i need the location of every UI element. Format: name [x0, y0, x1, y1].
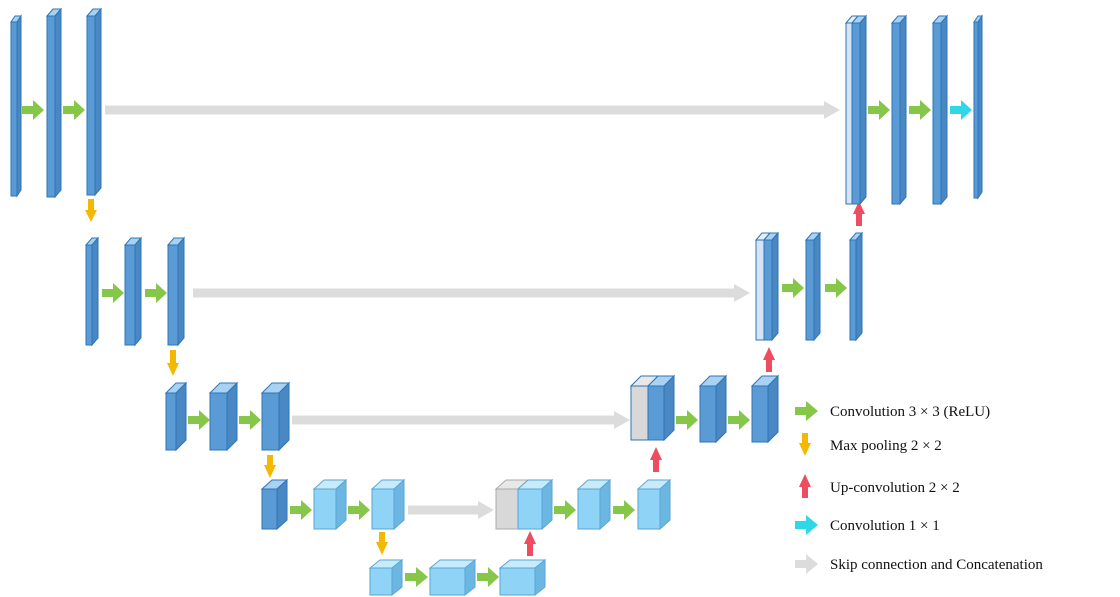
conv3-arrow [348, 500, 370, 520]
conv3-arrow [676, 410, 698, 430]
feature-map-block [368, 558, 404, 597]
output-block [973, 14, 983, 200]
feature-map-block [45, 7, 63, 199]
skip-arrow-level-2 [193, 284, 750, 302]
feature-map-block [636, 478, 672, 531]
skip-arrow-level-3 [292, 411, 630, 429]
feature-map-block [750, 374, 780, 444]
legend: Convolution 3 × 3 (ReLU) Max pooling 2 ×… [795, 401, 1043, 574]
conv1-arrow [950, 100, 972, 120]
conv3-arrow [554, 500, 576, 520]
conv3-legend-icon [795, 401, 818, 421]
upconv-arrow [763, 347, 775, 372]
feature-map-block [890, 14, 908, 206]
maxpool-arrow [167, 350, 179, 376]
legend-item-upconv: Up-convolution 2 × 2 [799, 474, 960, 498]
conv3-arrow [868, 100, 890, 120]
feature-map-block [312, 478, 348, 531]
feature-map-block [931, 14, 949, 206]
conv3-arrow [613, 500, 635, 520]
decoder-level-2 [754, 231, 864, 342]
feature-map-block [10, 14, 22, 198]
conv1-legend-icon [795, 515, 818, 535]
decoder-level-4 [494, 478, 672, 531]
upconv-legend-icon [799, 474, 811, 498]
feature-map-block [850, 14, 868, 206]
encoder-level-3 [164, 381, 291, 452]
feature-map-block [123, 236, 143, 347]
bottleneck-level [368, 558, 547, 597]
legend-item-maxpool: Max pooling 2 × 2 [799, 433, 942, 456]
feature-map-block [164, 381, 188, 452]
feature-map-block [698, 374, 728, 444]
legend-label-maxpool: Max pooling 2 × 2 [830, 438, 942, 454]
legend-label-conv1: Convolution 1 × 1 [830, 518, 940, 534]
conv3-arrow [405, 567, 428, 587]
feature-map-block [498, 558, 547, 597]
feature-map-block [646, 374, 676, 442]
conv3-arrow [909, 100, 931, 120]
decoder-level-1 [844, 14, 983, 206]
legend-item-conv3: Convolution 3 × 3 (ReLU) [795, 401, 990, 421]
feature-map-block [260, 381, 291, 452]
maxpool-arrow [264, 455, 276, 478]
encoder-level-1 [10, 7, 103, 199]
encoder-level-4 [260, 478, 406, 531]
feature-map-block [576, 478, 612, 531]
maxpool-arrow [376, 532, 388, 555]
feature-map-block [804, 231, 822, 342]
conv3-arrow [239, 410, 261, 430]
skip-arrow-level-1 [105, 101, 840, 119]
feature-map-block [208, 381, 239, 452]
conv3-arrow [145, 283, 167, 303]
feature-map-block [428, 558, 477, 597]
feature-map-block [762, 231, 780, 342]
legend-label-conv3: Convolution 3 × 3 (ReLU) [830, 404, 990, 420]
feature-map-block [84, 236, 100, 347]
feature-map-block [848, 231, 864, 342]
legend-item-conv1: Convolution 1 × 1 [795, 515, 940, 535]
legend-label-upconv: Up-convolution 2 × 2 [830, 480, 960, 496]
skip-arrow-level-4 [408, 501, 494, 519]
upconv-arrow [524, 531, 536, 556]
encoder-level-2 [84, 236, 186, 347]
upconv-arrow [650, 447, 662, 472]
conv3-arrow [782, 278, 804, 298]
conv3-arrow [63, 100, 85, 120]
skip-connections [105, 101, 840, 519]
conv3-arrow [477, 567, 499, 587]
conv3-arrow [290, 500, 312, 520]
legend-label-skip: Skip connection and Concatenation [830, 557, 1043, 573]
conv3-arrow [188, 410, 210, 430]
decoder-level-3 [629, 374, 780, 444]
skip-legend-icon [795, 554, 818, 574]
conv3-arrow [825, 278, 847, 298]
feature-map-block [260, 478, 289, 531]
feature-map-block [85, 7, 103, 197]
upconv-arrow [853, 201, 865, 226]
maxpool-legend-icon [799, 433, 811, 456]
feature-map-block [516, 478, 554, 531]
conv3-arrow [102, 283, 124, 303]
feature-map-block [370, 478, 406, 531]
maxpool-arrow [85, 199, 97, 222]
conv3-arrow [728, 410, 750, 430]
legend-item-skip: Skip connection and Concatenation [795, 554, 1043, 574]
feature-map-block [166, 236, 186, 347]
conv3-arrow [22, 100, 44, 120]
